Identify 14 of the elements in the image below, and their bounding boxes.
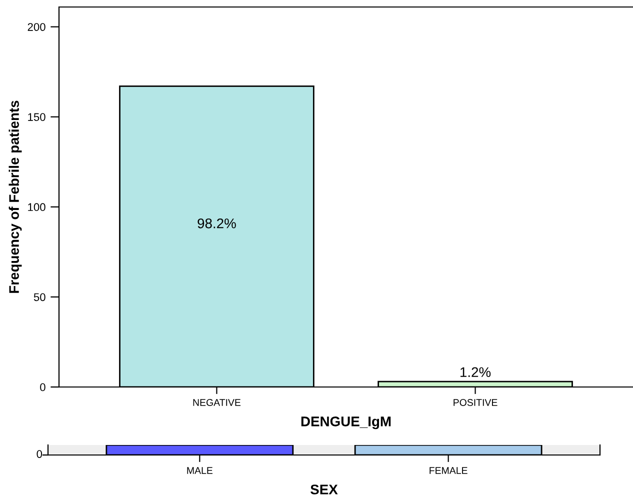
x-axis-title: DENGUE_IgM <box>301 416 391 430</box>
annotation: 98.2% <box>198 218 236 228</box>
y-axis-title: Frequency of Febrile patients <box>8 100 22 293</box>
annotation: 1.2% <box>460 367 491 377</box>
y-tick-label: 100 <box>28 203 46 212</box>
y-tick-label: 0 <box>40 383 46 392</box>
x-tick-label: POSITIVE <box>454 399 498 406</box>
x-tick-label: NEGATIVE <box>193 399 241 406</box>
x-tick-label: FEMALE <box>430 467 468 474</box>
x-axis-title: SEX <box>310 484 338 494</box>
y-tick-label: 200 <box>28 23 46 31</box>
y-tick-label: 50 <box>34 293 46 302</box>
y-tick-label: 150 <box>28 113 46 121</box>
x-tick-label: MALE <box>187 467 212 474</box>
